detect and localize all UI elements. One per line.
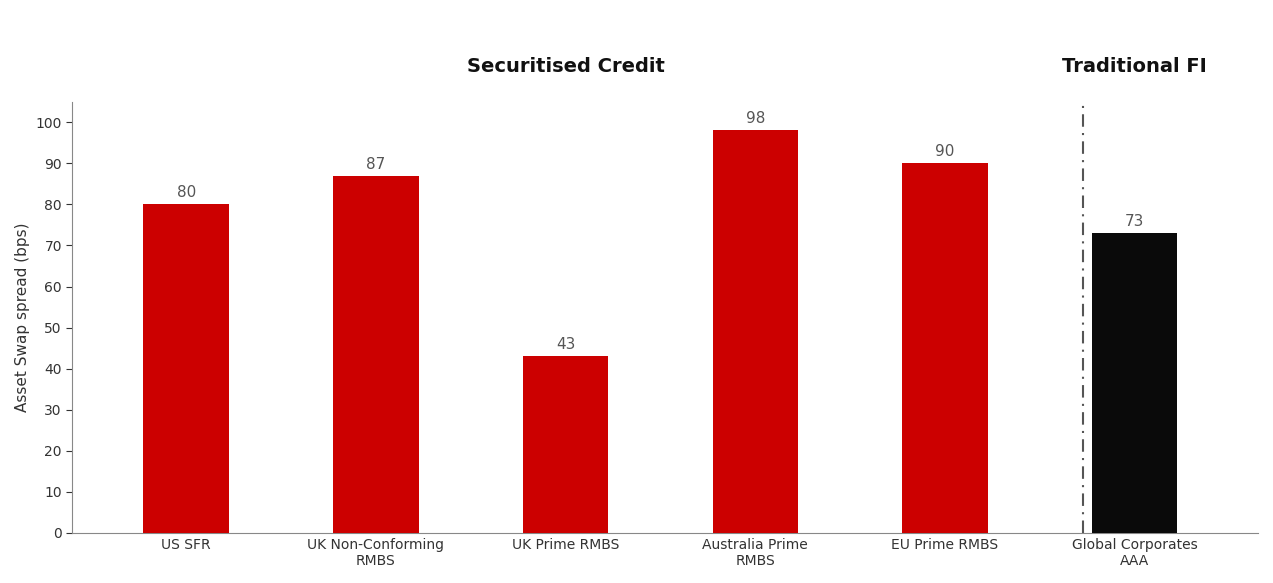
Text: Traditional FI: Traditional FI — [1062, 57, 1207, 76]
Bar — [523, 356, 608, 533]
Bar — [713, 131, 798, 533]
Bar — [334, 175, 419, 533]
Text: 73: 73 — [1125, 214, 1144, 229]
Text: 43: 43 — [556, 337, 575, 352]
Text: 87: 87 — [367, 157, 386, 171]
Y-axis label: Asset Swap spread (bps): Asset Swap spread (bps) — [15, 223, 31, 412]
Bar — [144, 205, 229, 533]
Text: 98: 98 — [746, 111, 765, 127]
Text: 90: 90 — [936, 144, 955, 159]
Bar — [903, 163, 988, 533]
Text: 80: 80 — [177, 185, 196, 201]
Text: Securitised Credit: Securitised Credit — [467, 57, 665, 76]
Bar — [1092, 233, 1178, 533]
